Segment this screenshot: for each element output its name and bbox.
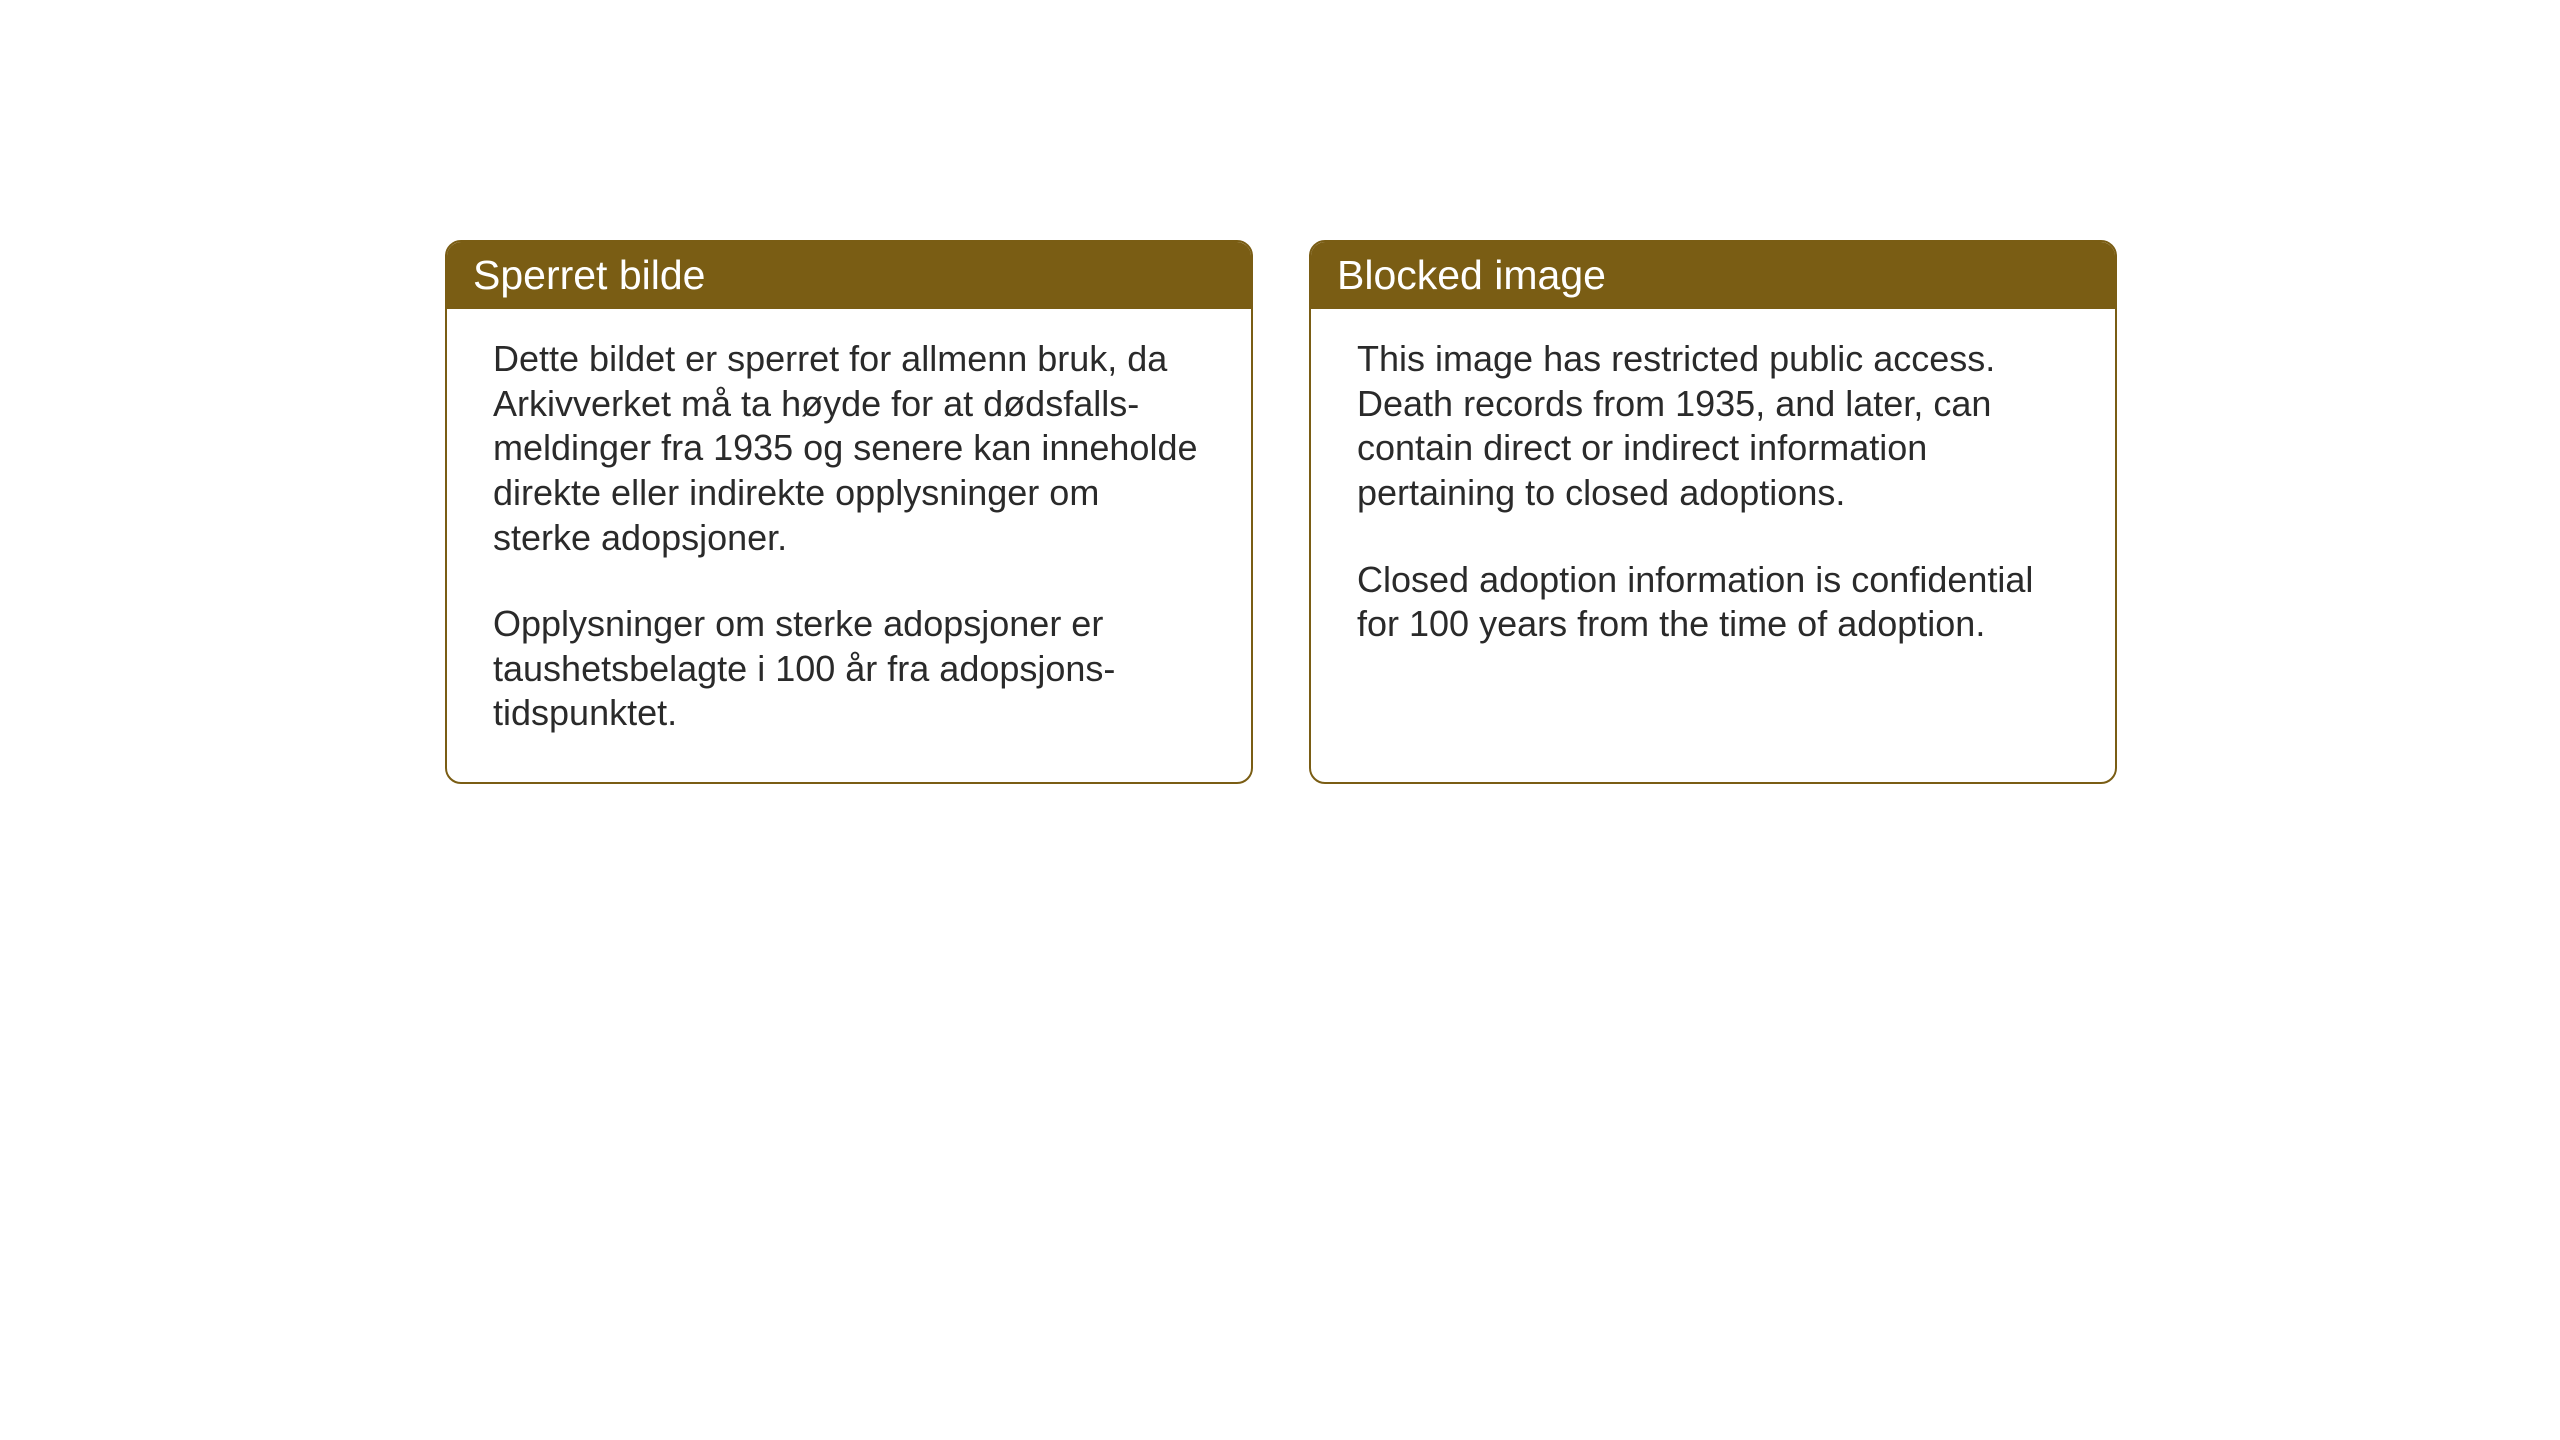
card-english: Blocked image This image has restricted … — [1309, 240, 2117, 784]
card-english-body: This image has restricted public access.… — [1311, 309, 2115, 693]
card-norwegian-header: Sperret bilde — [447, 242, 1251, 309]
cards-container: Sperret bilde Dette bildet er sperret fo… — [445, 240, 2117, 784]
card-norwegian-paragraph-1: Dette bildet er sperret for allmenn bruk… — [493, 337, 1205, 560]
card-norwegian-body: Dette bildet er sperret for allmenn bruk… — [447, 309, 1251, 782]
card-norwegian-paragraph-2: Opplysninger om sterke adopsjoner er tau… — [493, 602, 1205, 736]
card-english-paragraph-1: This image has restricted public access.… — [1357, 337, 2069, 516]
card-english-header: Blocked image — [1311, 242, 2115, 309]
card-norwegian: Sperret bilde Dette bildet er sperret fo… — [445, 240, 1253, 784]
card-english-paragraph-2: Closed adoption information is confident… — [1357, 558, 2069, 647]
